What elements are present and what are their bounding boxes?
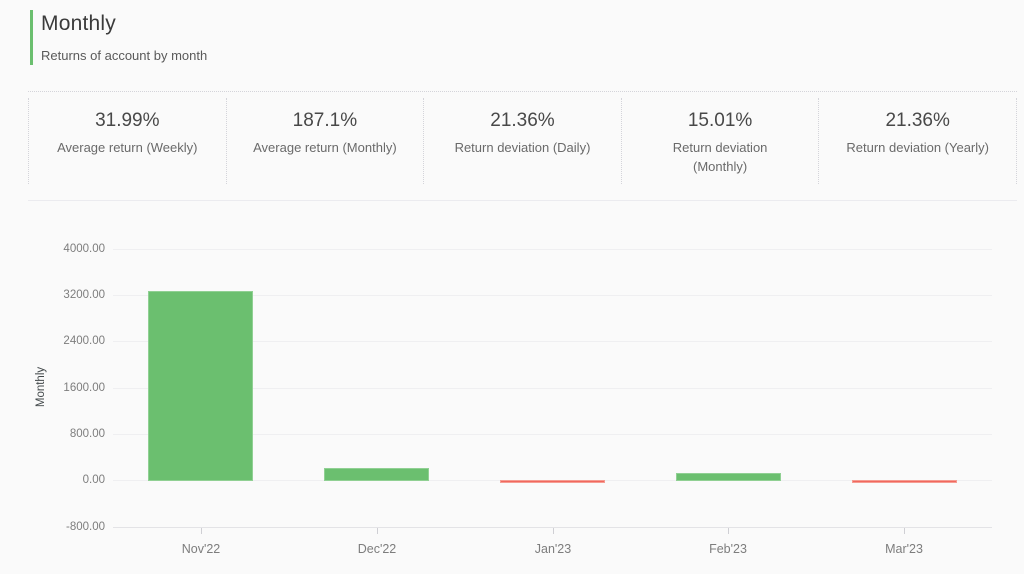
stat-label: Return deviation (Monthly) xyxy=(672,140,768,174)
x-axis-tick xyxy=(553,527,554,534)
gridline xyxy=(113,341,992,343)
x-axis-tick xyxy=(904,527,905,534)
y-axis-title: Monthly xyxy=(35,366,47,408)
x-axis-label: Nov'22 xyxy=(181,542,221,556)
header-accent-bar xyxy=(30,10,33,65)
page-subtitle: Returns of account by month xyxy=(41,48,208,63)
stat-value: 31.99% xyxy=(95,110,160,131)
stat-average-return-weekly: 31.99% Average return (Weekly) xyxy=(28,98,226,184)
gridline xyxy=(113,387,992,389)
stat-label: Return deviation (Yearly) xyxy=(846,140,989,155)
x-axis-label: Feb'23 xyxy=(709,542,747,556)
y-tick-label: 0.00 xyxy=(82,474,105,487)
stat-return-deviation-monthly: 15.01% Return deviation (Monthly) xyxy=(620,98,819,184)
bar-mar-23[interactable] xyxy=(852,479,957,483)
x-axis-tick xyxy=(377,527,378,534)
bar-feb-23[interactable] xyxy=(676,473,781,481)
bar-nov-22[interactable] xyxy=(148,291,253,481)
stat-value: 21.36% xyxy=(885,110,950,131)
gridline xyxy=(113,433,992,435)
stats-row: 31.99% Average return (Weekly) 187.1% Av… xyxy=(28,98,1017,184)
bar-dec-22[interactable] xyxy=(324,467,429,481)
stat-label: Average return (Monthly) xyxy=(253,140,397,155)
bar-jan-23[interactable] xyxy=(500,479,605,483)
stat-value: 15.01% xyxy=(687,110,753,131)
y-tick-label: 4000.00 xyxy=(63,242,105,255)
stat-return-deviation-yearly: 21.36% Return deviation (Yearly) xyxy=(818,98,1017,184)
y-tick-label: 800.00 xyxy=(69,427,105,440)
stat-return-deviation-daily: 21.36% Return deviation (Daily) xyxy=(423,98,621,184)
y-tick-label: 2400.00 xyxy=(63,335,105,348)
x-axis-label: Dec'22 xyxy=(357,542,397,556)
stat-label: Return deviation (Daily) xyxy=(454,140,591,155)
x-axis-label: Mar'23 xyxy=(885,542,923,556)
y-tick-label: -800.00 xyxy=(65,520,105,533)
gridline xyxy=(113,526,992,528)
stats-strip: 31.99% Average return (Weekly) 187.1% Av… xyxy=(28,91,1017,201)
gridline xyxy=(113,248,992,250)
x-axis-tick xyxy=(728,527,729,534)
x-axis-tick xyxy=(201,527,202,534)
y-tick-label: 1600.00 xyxy=(63,381,105,394)
stat-value: 21.36% xyxy=(490,110,555,131)
x-axis-label: Jan'23 xyxy=(534,542,572,556)
stat-label: Average return (Weekly) xyxy=(57,140,198,155)
page-title: Monthly xyxy=(41,12,116,35)
stat-value: 187.1% xyxy=(292,110,358,131)
gridline xyxy=(113,294,992,296)
y-tick-label: 3200.00 xyxy=(63,288,105,301)
stat-average-return-monthly: 187.1% Average return (Monthly) xyxy=(225,98,424,184)
